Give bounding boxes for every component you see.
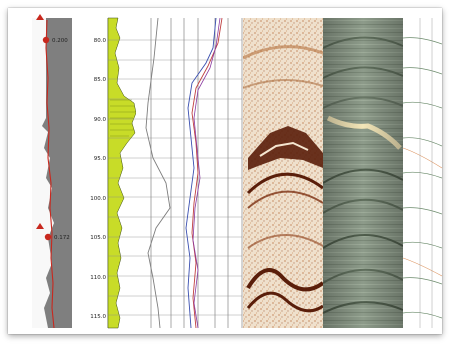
depth-track: 80.0 85.0 90.0 95.0 100.0 105.0 110.0 11… <box>90 18 109 328</box>
marker-triangle-icon <box>36 223 44 229</box>
curves-grid-track <box>108 17 243 329</box>
depth-label: 100.0 <box>90 196 106 202</box>
core-photo-track <box>323 18 403 328</box>
marker-dot-icon <box>42 36 50 44</box>
gamma-hatch <box>110 99 135 137</box>
depth-label: 85.0 <box>94 77 107 83</box>
red-log-curve <box>45 19 55 329</box>
blue-curve <box>185 17 217 329</box>
right-curves-track <box>402 18 442 328</box>
purple-curve <box>192 17 221 329</box>
well-log-canvas: 0.200 0.172 80.0 85.0 90.0 95.0 100.0 10… <box>32 14 442 329</box>
red-curve <box>191 17 223 329</box>
depth-label: 95.0 <box>94 156 107 162</box>
borehole-image-track <box>243 18 323 328</box>
white-profile <box>32 18 54 328</box>
well-log-viewer: 0.200 0.172 80.0 85.0 90.0 95.0 100.0 10… <box>8 8 442 334</box>
depth-label: 110.0 <box>90 275 106 281</box>
marker-triangle-icon <box>36 14 44 20</box>
marker-1[interactable]: 0.172 <box>44 233 70 241</box>
depth-label: 105.0 <box>90 235 106 241</box>
depth-label: 115.0 <box>90 314 106 320</box>
gamma-fill <box>107 17 137 329</box>
marker-value: 0.172 <box>54 235 70 241</box>
marker-value: 0.200 <box>52 38 68 44</box>
dark-feature <box>248 126 323 170</box>
marker-dot-icon <box>44 233 52 241</box>
depth-label: 90.0 <box>94 117 107 123</box>
gray-log-track <box>32 14 72 329</box>
gray-curve <box>145 17 171 329</box>
depth-label: 80.0 <box>94 38 107 44</box>
marker-0[interactable]: 0.200 <box>42 36 68 44</box>
gamma-ray-track <box>107 17 137 329</box>
